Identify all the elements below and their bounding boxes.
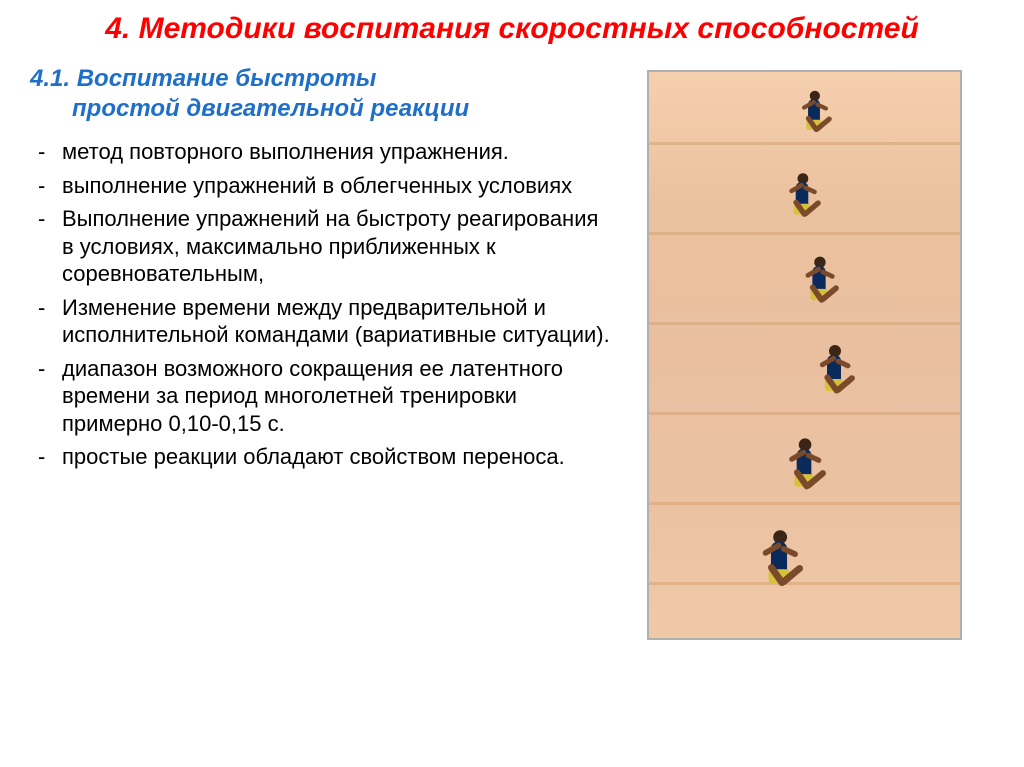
runner-figure <box>771 166 834 238</box>
runner-figure <box>786 249 853 325</box>
list-item: метод повторного выполнения упражнения. <box>30 138 615 166</box>
list-item: Изменение времени между предварительной … <box>30 294 615 349</box>
list-item: выполнение упражнений в облегченных усло… <box>30 172 615 200</box>
subtitle-line2: простой двигательной реакции <box>30 95 469 122</box>
bullet-list: метод повторного выполнения упражнения. … <box>30 138 615 471</box>
runner-figure <box>799 337 869 417</box>
runner-figure <box>739 521 820 613</box>
subtitle: 4.1. Воспитание быстроты простой двигате… <box>30 64 615 124</box>
subtitle-line1: 4.1. Воспитание быстроты <box>30 65 376 92</box>
slide: 4. Методики воспитания скоростных способ… <box>0 0 1024 767</box>
image-column <box>615 64 994 640</box>
runner-figure <box>767 430 841 514</box>
runner-sequence-image <box>647 70 962 640</box>
list-item: простые реакции обладают свойством перен… <box>30 443 615 471</box>
list-item: Выполнение упражнений на быстроту реагир… <box>30 205 615 288</box>
text-column: 4.1. Воспитание быстроты простой двигате… <box>30 64 615 640</box>
list-item: диапазон возможного сокращения ее латент… <box>30 355 615 438</box>
content-row: 4.1. Воспитание быстроты простой двигате… <box>30 64 994 640</box>
main-title: 4. Методики воспитания скоростных способ… <box>30 12 994 46</box>
runner-figure <box>784 84 844 152</box>
